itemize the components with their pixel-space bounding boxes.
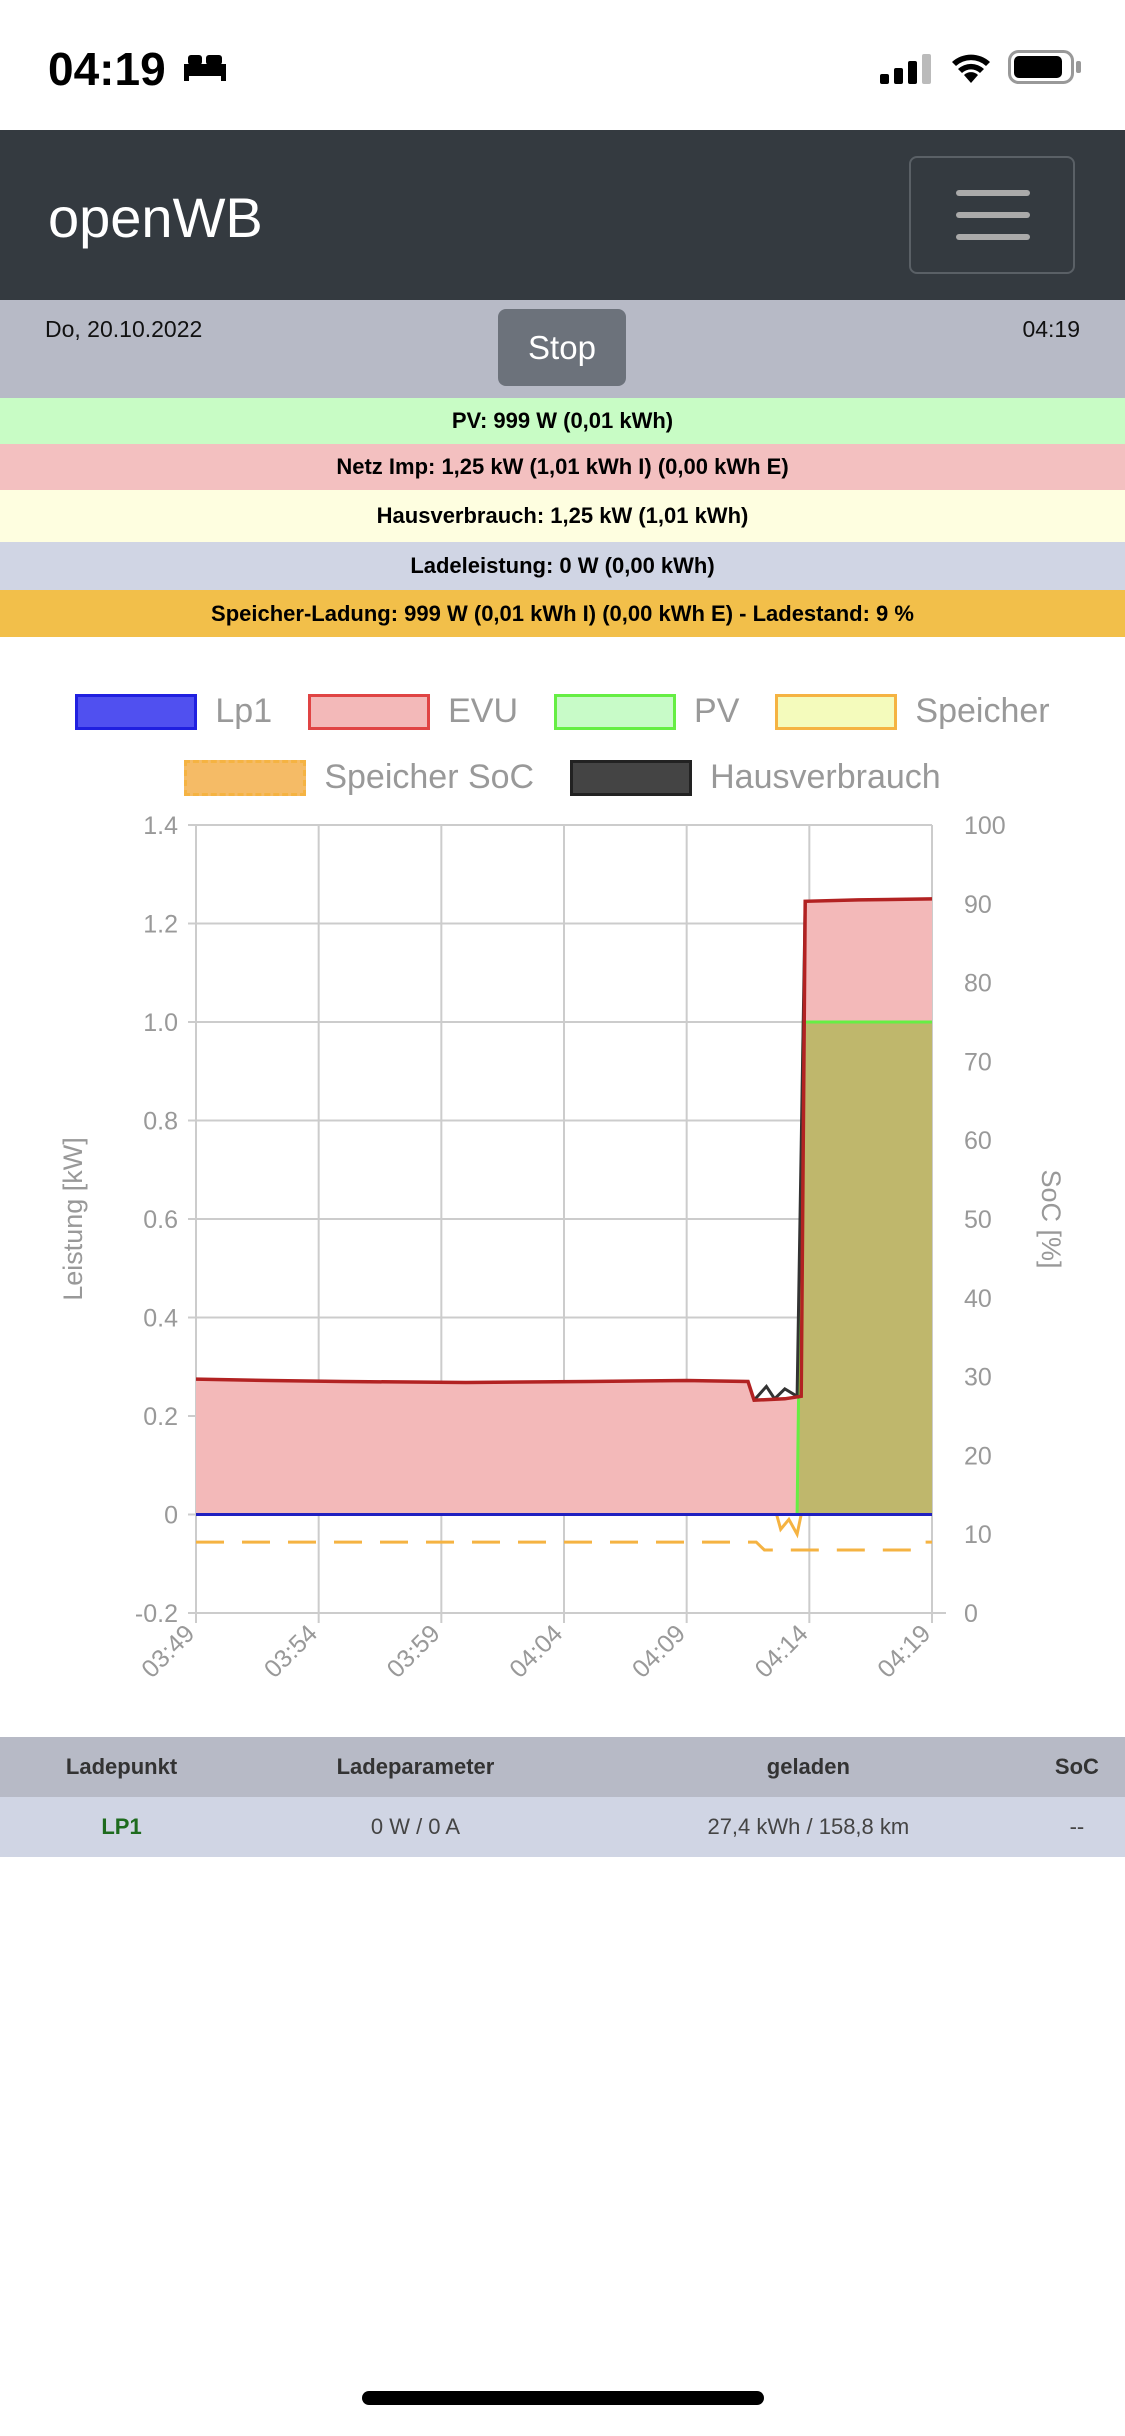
y2-tick-label: 80 xyxy=(964,970,992,998)
cell-ladeparameter: 0 W / 0 A xyxy=(243,1797,588,1857)
brand-title[interactable]: openWB xyxy=(48,186,263,249)
col-soc: SoC xyxy=(1028,1737,1125,1797)
hamburger-menu-icon xyxy=(956,190,1030,196)
speicher-soc-line xyxy=(196,1540,932,1552)
y2-tick-label: 30 xyxy=(964,1364,992,1392)
x-tick-label: 03:59 xyxy=(382,1619,446,1683)
charging-power-bar: Ladeleistung: 0 W (0,00 kWh) xyxy=(0,542,1125,590)
pv-bar: PV: 999 W (0,01 kWh) xyxy=(0,398,1125,444)
battery-icon xyxy=(1008,50,1081,84)
status-bar: 04:19 xyxy=(0,0,1125,130)
y2-tick-label: 100 xyxy=(964,812,1006,840)
legend-speicher[interactable]: Speicher xyxy=(775,692,1050,731)
y2-axis-title: SoC [%] xyxy=(1036,1169,1066,1268)
y2-tick-label: 70 xyxy=(964,1048,992,1076)
cell-geladen: 27,4 kWh / 158,8 km xyxy=(587,1797,1029,1857)
table-header: Ladepunkt Ladeparameter geladen SoC xyxy=(0,1737,1125,1797)
time-text: 04:19 xyxy=(1022,316,1080,342)
signal-icon xyxy=(880,54,931,84)
y-axis-title: Leistung [kW] xyxy=(58,1137,88,1301)
y-tick-label: 0 xyxy=(164,1502,178,1530)
status-time: 04:19 xyxy=(48,43,166,95)
storage-bar: Speicher-Ladung: 999 W (0,01 kWh I) (0,0… xyxy=(0,590,1125,637)
y2-tick-label: 20 xyxy=(964,1442,992,1470)
evu-line xyxy=(195,897,933,1403)
bed-icon xyxy=(184,55,226,81)
house-consumption-bar: Hausverbrauch: 1,25 kW (1,01 kWh) xyxy=(0,490,1125,542)
legend-evu[interactable]: EVU xyxy=(308,692,518,731)
y-tick-label: 1.2 xyxy=(143,911,178,939)
y2-tick-label: 10 xyxy=(964,1521,992,1549)
y2-tick-label: 40 xyxy=(964,1285,992,1313)
charge-point-table: Ladepunkt Ladeparameter geladen SoC LP1 … xyxy=(0,1737,1125,1857)
y-tick-label: 0.2 xyxy=(143,1403,178,1431)
stop-button[interactable]: Stop xyxy=(498,309,626,386)
y-tick-label: 0.4 xyxy=(143,1305,178,1333)
y2-tick-label: 0 xyxy=(964,1600,978,1628)
x-tick-label: 04:14 xyxy=(750,1619,814,1683)
date-text: Do, 20.10.2022 xyxy=(45,316,203,342)
x-tick-label: 04:19 xyxy=(872,1619,936,1683)
hamburger-menu-button[interactable] xyxy=(909,156,1075,274)
y2-tick-label: 60 xyxy=(964,1127,992,1155)
wifi-icon xyxy=(952,54,990,83)
chart-legend-row-1: Lp1 EVU PV Speicher xyxy=(0,692,1125,731)
navbar: openWB xyxy=(0,130,1125,300)
col-ladeparameter: Ladeparameter xyxy=(243,1737,588,1797)
y-tick-label: -0.2 xyxy=(135,1600,178,1628)
date-row: Do, 20.10.2022 Stop 04:19 xyxy=(0,300,1125,398)
y2-tick-label: 90 xyxy=(964,891,992,919)
y2-tick-label: 50 xyxy=(964,1206,992,1234)
table-row: LP1 0 W / 0 A 27,4 kWh / 158,8 km -- xyxy=(0,1797,1125,1857)
pv-area xyxy=(196,1022,932,1515)
col-ladepunkt: Ladepunkt xyxy=(0,1737,244,1797)
x-tick-label: 04:09 xyxy=(627,1619,691,1683)
y-tick-label: 1.0 xyxy=(143,1009,178,1037)
legend-hausverbrauch[interactable]: Hausverbrauch xyxy=(570,758,941,797)
y-tick-label: 0.6 xyxy=(143,1206,178,1234)
y-tick-label: 1.4 xyxy=(143,812,178,840)
legend-pv[interactable]: PV xyxy=(554,692,739,731)
hausverbrauch-line xyxy=(752,901,807,1402)
legend-speicher-soc[interactable]: Speicher SoC xyxy=(184,758,534,797)
cell-soc: -- xyxy=(1028,1797,1125,1857)
power-chart: -0.2 0 0.2 0.4 0.6 0.8 1.0 1.2 1.4 0 10 20 30 40 50 60 7… xyxy=(58,812,1066,1683)
grid-import-bar: Netz Imp: 1,25 kW (1,01 kWh I) (0,00 kWh… xyxy=(0,444,1125,490)
chart-legend-row-2: Speicher SoC Hausverbrauch xyxy=(0,758,1125,797)
legend-lp1[interactable]: Lp1 xyxy=(75,692,272,731)
x-tick-label: 04:04 xyxy=(504,1619,568,1683)
x-tick-label: 03:54 xyxy=(259,1619,323,1683)
cell-ladepunkt[interactable]: LP1 xyxy=(0,1797,244,1857)
col-geladen: geladen xyxy=(587,1737,1029,1797)
y-tick-label: 0.8 xyxy=(143,1108,178,1136)
x-tick-label: 03:49 xyxy=(136,1619,200,1683)
home-indicator[interactable] xyxy=(362,2391,764,2405)
